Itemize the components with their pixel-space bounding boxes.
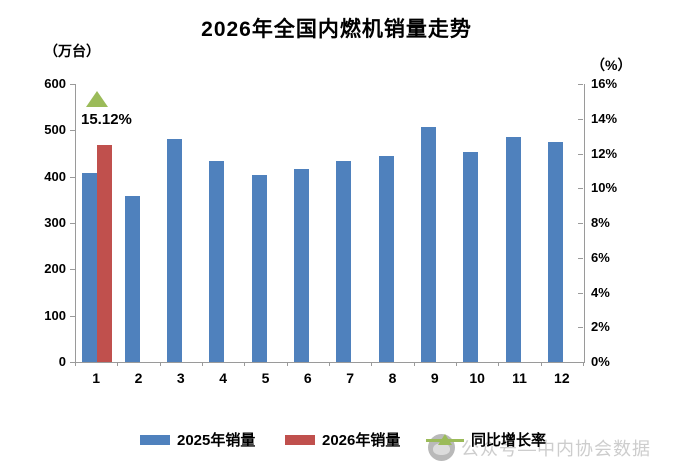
right-axis-tick-mark [578,327,583,329]
x-axis-label-month-11: 11 [512,370,527,386]
right-axis-tick-label: 14% [591,110,618,126]
watermark-text: 公众号—中内协会数据 [461,439,651,459]
bar-2025年销量-month-10 [463,152,479,362]
x-axis-tick-mark [117,362,119,366]
right-axis-tick-mark [578,153,583,155]
left-axis-tick-label: 300 [44,215,66,230]
legend-swatch-2026年销量 [285,434,315,445]
x-axis-label-month-7: 7 [346,370,355,386]
plot-area: 15.12% [75,84,585,363]
right-axis-tick-mark [578,362,583,363]
right-axis-tick-label: 0% [591,354,610,369]
left-axis-tick-label: 600 [44,76,66,91]
right-axis-tick-mark [578,84,583,85]
chart-title: 2026年全国内燃机销量走势 [201,18,472,41]
left-axis-tick-mark [70,176,75,178]
x-axis-label-month-8: 8 [388,370,397,386]
bar-2025年销量-month-6 [293,168,309,362]
x-axis-tick-mark [202,362,203,366]
x-axis-label-month-6: 6 [303,370,312,386]
right-axis-tick-mark [578,292,583,294]
x-axis-tick-mark [329,362,330,366]
right-axis-tick-mark [578,257,583,259]
right-axis-tick-label: 10% [591,180,618,196]
x-axis-tick-mark [371,362,373,366]
bar-2025年销量-month-1 [82,173,98,362]
x-axis-tick-mark [286,362,288,366]
x-axis-label-month-12: 12 [554,370,570,386]
legend-item-2026年销量: 2026年销量 [285,429,400,450]
x-axis-tick-mark [244,362,246,366]
legend-marker-triangle-icon [438,433,452,445]
legend-item-2025年销量: 2025年销量 [140,429,255,450]
bar-2025年销量-month-7 [336,160,352,362]
x-axis-label-month-10: 10 [469,370,485,386]
left-axis-unit-label: （万台） [44,43,100,59]
bar-2025年销量-month-3 [166,138,182,362]
x-axis-tick-mark [498,362,500,366]
right-axis-tick-label: 16% [591,76,618,91]
right-axis-tick-label: 8% [591,215,610,230]
right-axis-tick-mark [578,223,583,224]
growth-rate-data-label: 15.12% [81,111,132,129]
left-axis-tick-mark [70,223,75,224]
left-axis-tick-mark [70,362,75,363]
left-axis-tick-label: 200 [44,261,66,277]
x-axis-tick-mark [413,362,415,366]
x-axis-tick-mark [75,362,76,366]
right-axis-unit-label: （%） [591,57,632,73]
x-axis-label-month-3: 3 [176,370,185,386]
left-axis-tick-mark [70,130,75,132]
left-axis-tick-label: 0 [58,354,66,369]
growth-rate-marker-month-1 [86,91,109,108]
left-axis-tick-mark [70,269,75,271]
bar-2025年销量-month-4 [209,160,225,362]
bar-2025年销量-month-12 [547,142,563,362]
bar-2025年销量-month-11 [505,136,521,362]
watermark-logo-inner [433,443,450,455]
x-axis-label-month-9: 9 [430,370,439,386]
bar-2025年销量-month-5 [251,174,267,362]
bar-2025年销量-month-8 [378,155,394,362]
x-axis-label-month-1: 1 [92,370,101,386]
left-axis-tick-label: 500 [44,122,66,138]
legend-line-triangle-marker [426,433,464,447]
legend-label: 2026年销量 [322,432,401,449]
x-axis-tick-mark [583,362,584,366]
left-axis-tick-label: 100 [44,307,66,323]
bar-2025年销量-month-2 [124,196,140,362]
right-axis-tick-label: 2% [591,319,610,335]
x-axis-tick-mark [159,362,161,366]
legend-label: 同比增长率 [471,432,547,449]
right-axis-tick-mark [578,188,583,190]
right-axis-tick-label: 4% [591,284,610,300]
legend-label: 2025年销量 [177,432,256,449]
right-axis-tick-mark [578,118,583,120]
x-axis-label-month-5: 5 [261,370,270,386]
legend-item-同比增长率: 同比增长率 [426,429,546,450]
legend-swatch-2025年销量 [140,434,170,445]
x-axis-label-month-2: 2 [134,370,143,386]
x-axis-label-month-4: 4 [219,370,228,386]
x-axis-tick-mark [540,362,542,366]
left-axis-tick-label: 400 [44,168,66,184]
left-axis-tick-mark [70,315,75,317]
x-axis-tick-mark [456,362,457,366]
left-axis-tick-mark [70,84,75,85]
bar-2025年销量-month-9 [420,127,436,362]
right-axis-tick-label: 12% [591,145,618,161]
bar-2026年销量-month-1 [97,145,113,362]
right-axis-tick-label: 6% [591,249,610,265]
